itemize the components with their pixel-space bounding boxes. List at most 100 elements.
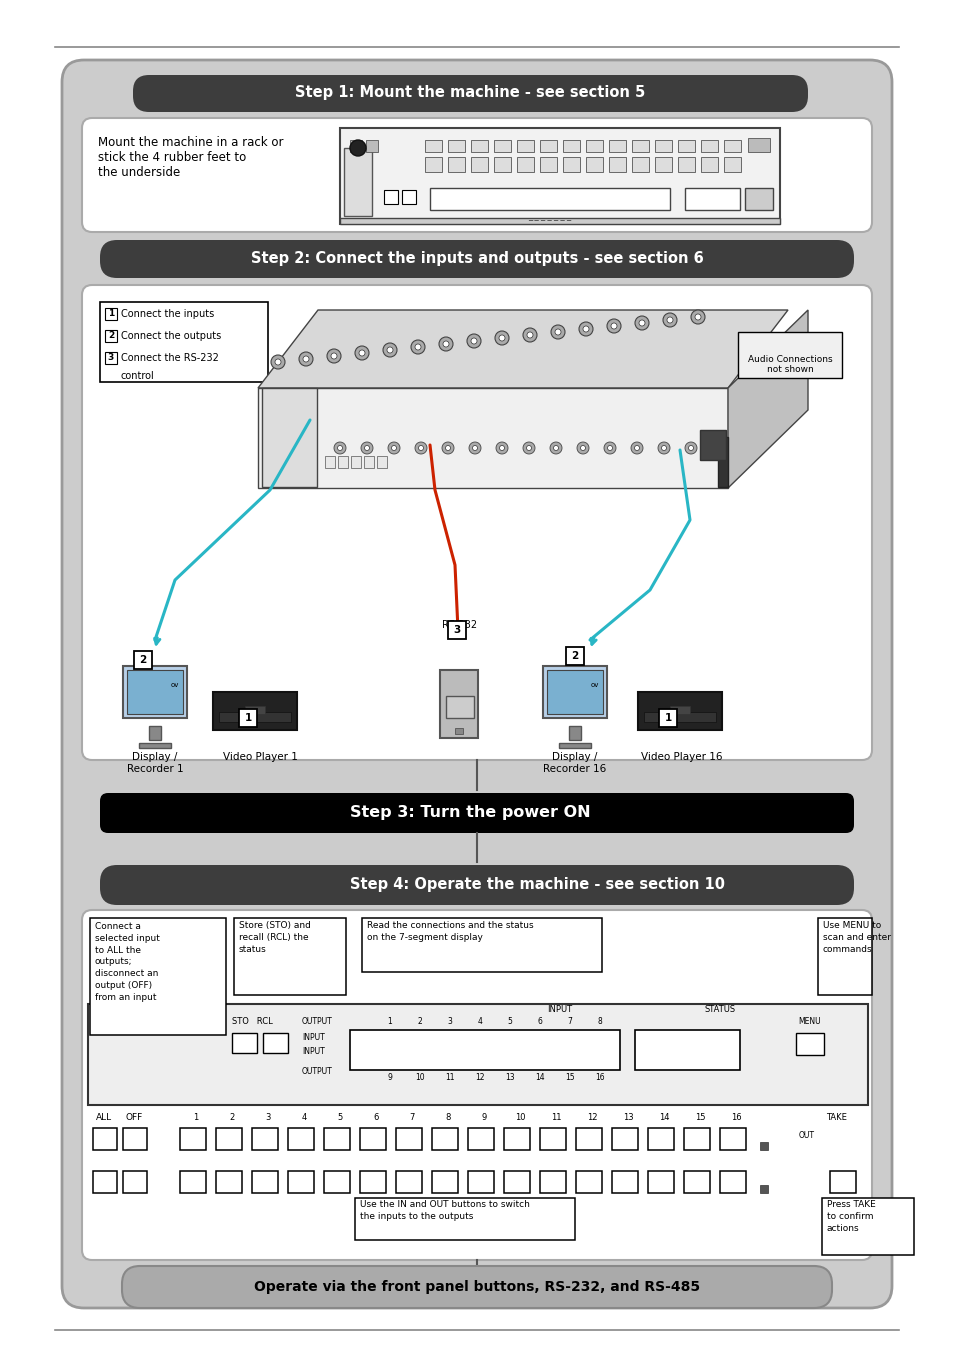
Bar [364, 456, 374, 468]
Bar [631, 139, 648, 152]
Circle shape [442, 341, 449, 347]
Bar [647, 1171, 673, 1193]
Bar [576, 1171, 601, 1193]
Text: 1: 1 [663, 714, 671, 723]
Bar [635, 1030, 740, 1070]
Bar [180, 1128, 206, 1150]
Bar [747, 138, 769, 152]
Text: Audio Connections
not shown: Audio Connections not shown [747, 355, 831, 375]
Bar [700, 157, 718, 172]
Bar [631, 157, 648, 172]
Bar [288, 1128, 314, 1150]
Text: 9: 9 [481, 1113, 486, 1122]
Text: 7: 7 [409, 1113, 415, 1122]
Bar [585, 139, 602, 152]
Bar [245, 705, 265, 714]
Bar [361, 918, 601, 972]
Text: ov: ov [590, 682, 598, 688]
Text: 11: 11 [550, 1113, 560, 1122]
Bar [350, 1030, 619, 1070]
Text: INPUT: INPUT [302, 1033, 324, 1043]
Text: 8: 8 [597, 1017, 601, 1026]
Text: 2: 2 [571, 651, 578, 661]
Bar [723, 157, 740, 172]
Bar [252, 1128, 277, 1150]
Text: 2: 2 [139, 655, 147, 665]
Polygon shape [727, 310, 807, 487]
Text: 4: 4 [301, 1113, 306, 1122]
Text: Step 3: Turn the power ON: Step 3: Turn the power ON [350, 806, 590, 821]
Text: 4: 4 [477, 1017, 482, 1026]
Circle shape [666, 317, 672, 324]
Circle shape [496, 441, 507, 454]
Text: 1: 1 [244, 714, 252, 723]
Circle shape [350, 139, 366, 156]
Bar [539, 1171, 565, 1193]
Bar [90, 918, 226, 1034]
Bar [123, 666, 187, 718]
Bar [517, 139, 534, 152]
Bar [471, 139, 488, 152]
Text: Step 1: Mount the machine - see section 5: Step 1: Mount the machine - see section … [294, 85, 644, 100]
Circle shape [606, 320, 620, 333]
Circle shape [526, 332, 533, 338]
Circle shape [522, 328, 537, 343]
Bar [700, 139, 718, 152]
Circle shape [498, 334, 504, 341]
Text: Display /
Recorder 1: Display / Recorder 1 [127, 751, 183, 773]
Bar [468, 1171, 494, 1193]
Text: OUT: OUT [799, 1132, 814, 1140]
Bar [324, 1171, 350, 1193]
Text: 6: 6 [373, 1113, 378, 1122]
Text: 5: 5 [507, 1017, 512, 1026]
Bar [105, 307, 117, 320]
Circle shape [582, 326, 588, 332]
Text: 14: 14 [535, 1074, 544, 1082]
Bar [105, 352, 117, 364]
Circle shape [526, 445, 531, 451]
Circle shape [382, 343, 396, 357]
Circle shape [360, 441, 373, 454]
Bar [655, 139, 671, 152]
Circle shape [630, 441, 642, 454]
Text: 8: 8 [445, 1113, 450, 1122]
Bar [683, 1128, 709, 1150]
Bar [539, 139, 557, 152]
Bar [684, 188, 740, 210]
Bar [325, 456, 335, 468]
Bar [127, 670, 183, 714]
Text: 1: 1 [193, 1113, 198, 1122]
Bar [263, 1033, 288, 1053]
Text: 12: 12 [475, 1074, 484, 1082]
Bar [355, 1198, 575, 1240]
Circle shape [555, 329, 560, 334]
Bar [430, 188, 669, 210]
Circle shape [327, 349, 340, 363]
Bar [720, 1171, 745, 1193]
Text: MENU: MENU [798, 1017, 821, 1026]
FancyBboxPatch shape [100, 240, 853, 278]
Bar [494, 157, 511, 172]
Bar [432, 1171, 457, 1193]
Bar [139, 743, 171, 747]
Bar [149, 726, 161, 741]
Bar [337, 456, 348, 468]
Text: OFF: OFF [126, 1113, 143, 1122]
Bar [359, 1171, 386, 1193]
Text: 2: 2 [108, 332, 114, 340]
Text: 1: 1 [387, 1017, 392, 1026]
Circle shape [391, 445, 396, 451]
Circle shape [445, 445, 450, 451]
Bar [180, 1171, 206, 1193]
Bar [659, 709, 677, 727]
Circle shape [577, 441, 588, 454]
Circle shape [467, 334, 480, 348]
Text: 5: 5 [337, 1113, 342, 1122]
Bar [608, 139, 625, 152]
Circle shape [690, 310, 704, 324]
Circle shape [553, 445, 558, 451]
Circle shape [271, 355, 285, 370]
Circle shape [334, 441, 346, 454]
FancyBboxPatch shape [132, 74, 807, 112]
Text: 15: 15 [694, 1113, 704, 1122]
